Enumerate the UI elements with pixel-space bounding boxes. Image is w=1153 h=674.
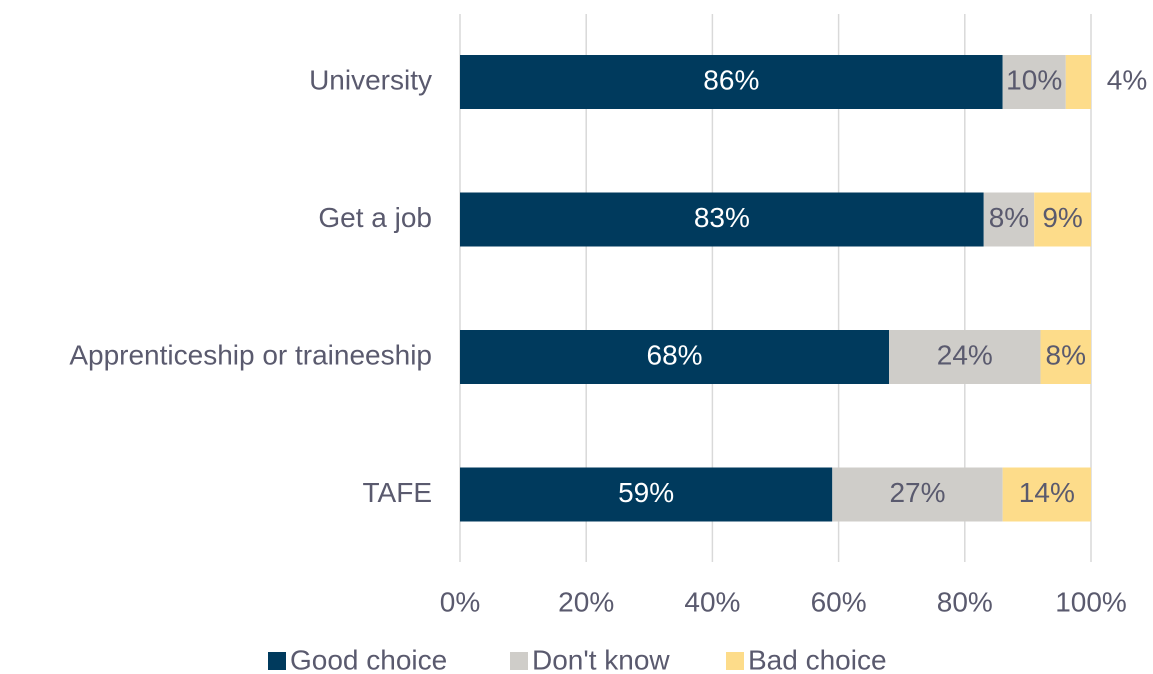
bar-segment: [1002, 467, 1091, 522]
data-label: 8%: [989, 202, 1029, 233]
bar-segment: [1002, 55, 1066, 109]
bar-segment: [1040, 330, 1091, 384]
x-tick-label: 0%: [440, 586, 480, 617]
legend-label: Good choice: [290, 644, 447, 674]
bar-segment: [1034, 192, 1091, 247]
x-tick-label: 60%: [811, 586, 867, 617]
bar-segment: [460, 330, 890, 384]
legend-swatch: [268, 652, 286, 670]
data-label: 86%: [703, 64, 759, 95]
legend-swatch: [510, 652, 528, 670]
y-tick-label: TAFE: [363, 477, 432, 508]
x-tick-label: 20%: [558, 586, 614, 617]
data-label: 8%: [1046, 339, 1086, 370]
data-label: 83%: [694, 202, 750, 233]
y-tick-label: Get a job: [318, 202, 432, 233]
data-label: 14%: [1019, 477, 1075, 508]
bar-segment: [983, 192, 1035, 247]
y-tick-label: Apprenticeship or traineeship: [69, 339, 432, 370]
data-label: 27%: [889, 477, 945, 508]
legend-label: Don't know: [532, 644, 670, 674]
legend-swatch: [726, 652, 744, 670]
data-label: 10%: [1006, 64, 1062, 95]
data-label: 9%: [1042, 202, 1082, 233]
y-tick-label: University: [309, 64, 432, 95]
x-tick-label: 80%: [937, 586, 993, 617]
legend-label: Bad choice: [748, 644, 887, 674]
data-label: 4%: [1107, 64, 1147, 95]
data-label: 68%: [647, 339, 703, 370]
data-label: 59%: [618, 477, 674, 508]
bar-segment: [460, 192, 984, 247]
bar-segment: [889, 330, 1041, 384]
bar-segment: [832, 467, 1003, 522]
data-label: 24%: [937, 339, 993, 370]
bar-segment: [460, 467, 833, 522]
bar-segment: [1065, 55, 1091, 109]
x-tick-label: 40%: [684, 586, 740, 617]
x-tick-label: 100%: [1055, 586, 1127, 617]
bar-segment: [460, 55, 1003, 109]
